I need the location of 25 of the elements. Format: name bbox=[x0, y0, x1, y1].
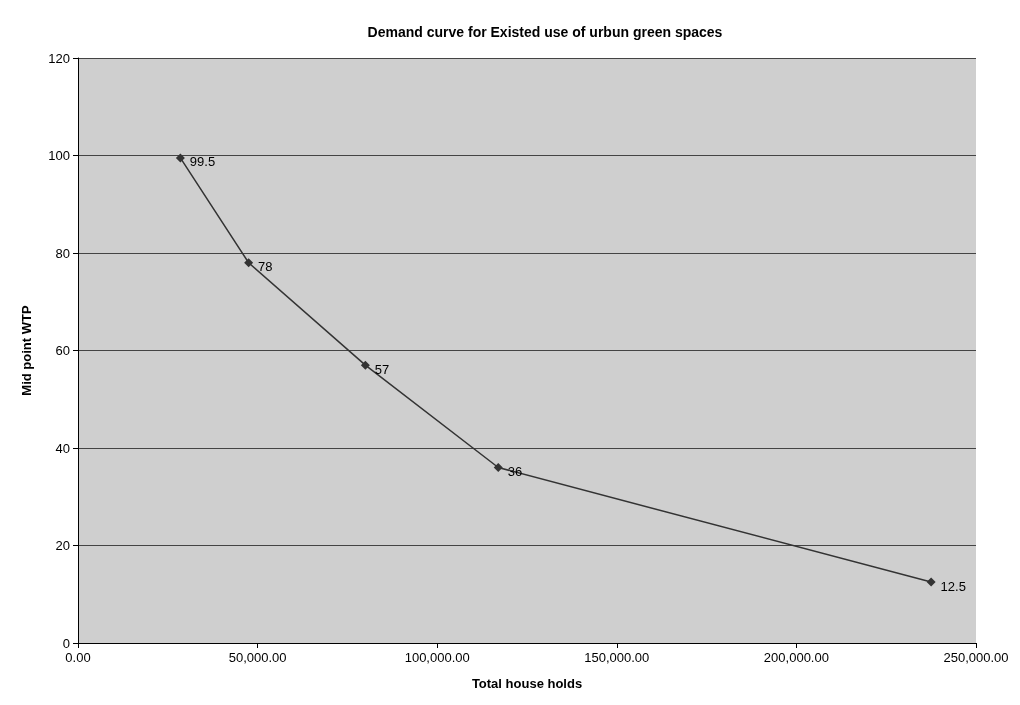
point bbox=[244, 258, 254, 268]
x-axis-title: Total house holds bbox=[471, 676, 583, 691]
point bbox=[493, 463, 503, 472]
y-tick-label: 40 bbox=[55, 440, 70, 456]
y-tick-label: 60 bbox=[55, 343, 70, 358]
x-tick-label: 200,000.00 bbox=[763, 650, 829, 665]
x-tick-label: 100,000.00 bbox=[404, 650, 470, 665]
x-tick-label: 50,000.00 bbox=[228, 650, 287, 665]
y-axis-title: Mid point WTP bbox=[19, 305, 34, 396]
point bbox=[175, 153, 185, 163]
y-tick-label: 100 bbox=[48, 148, 70, 163]
x-tick-label: 150,000.00 bbox=[584, 650, 650, 665]
data-label: 99.5 bbox=[189, 154, 216, 170]
point bbox=[360, 360, 370, 370]
x-tick-label: 0.00 bbox=[65, 650, 91, 665]
data-label: 78 bbox=[258, 259, 273, 275]
x-tick-label: 250,000.00 bbox=[943, 650, 1009, 665]
data-label: 12.5 bbox=[940, 578, 966, 594]
y-tick-label: 20 bbox=[55, 538, 70, 553]
y-tick-label: 80 bbox=[55, 245, 70, 261]
point bbox=[926, 577, 936, 587]
y-tick-label: 120 bbox=[48, 50, 70, 66]
y-tick-label: 0 bbox=[62, 635, 70, 651]
data-label: 57 bbox=[374, 361, 390, 377]
chart-title: Demand curve for Existed use of urbun green spaces bbox=[367, 24, 723, 40]
